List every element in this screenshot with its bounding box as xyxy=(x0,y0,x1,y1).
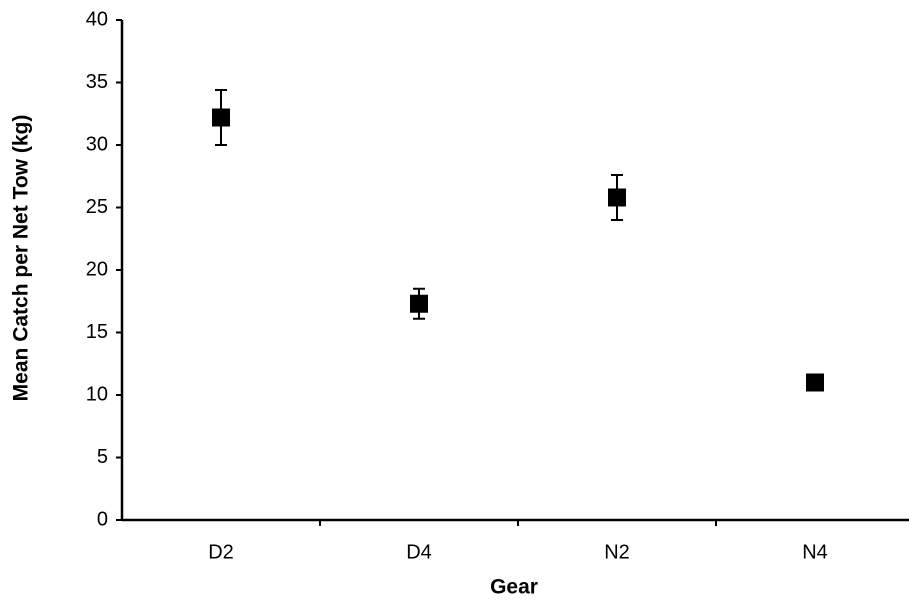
y-tick-label: 0 xyxy=(97,508,108,530)
y-axis-title: Mean Catch per Net Tow (kg) xyxy=(10,115,33,402)
x-tick-label: N4 xyxy=(802,541,828,563)
x-tick-label: D2 xyxy=(208,541,234,563)
y-tick-label: 30 xyxy=(86,133,108,155)
y-tick-label: 5 xyxy=(97,446,108,468)
point-marker xyxy=(212,108,230,127)
y-tick-label: 35 xyxy=(86,71,108,93)
point-marker xyxy=(608,188,626,207)
y-tick-label: 25 xyxy=(86,196,108,218)
y-tick-label: 10 xyxy=(86,383,108,405)
point-marker xyxy=(410,294,428,313)
y-tick-label: 20 xyxy=(86,258,108,280)
point-marker xyxy=(806,373,824,392)
x-axis-title: Gear xyxy=(490,576,538,599)
x-tick-label: D4 xyxy=(406,541,432,563)
x-tick-label: N2 xyxy=(604,541,630,563)
y-tick-label: 15 xyxy=(86,321,108,343)
y-tick-label: 40 xyxy=(86,8,108,30)
